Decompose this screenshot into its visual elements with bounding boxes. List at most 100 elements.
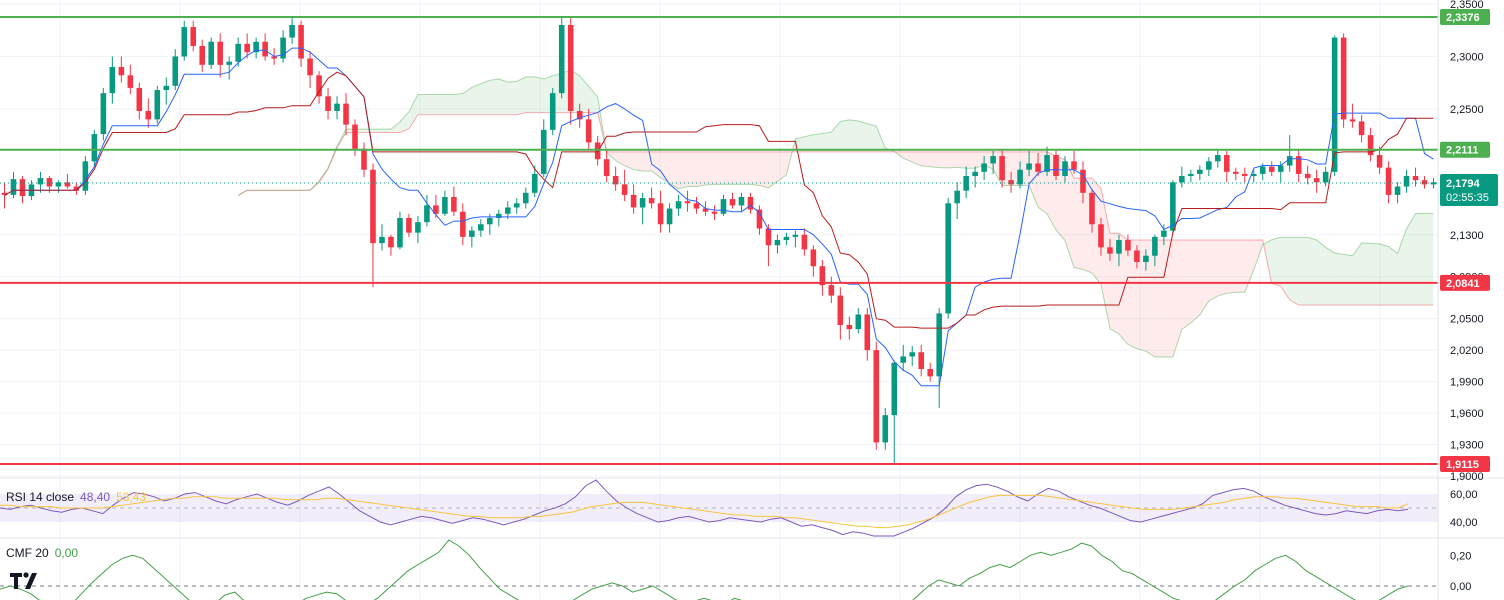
cloud-segment	[498, 78, 508, 115]
cloud-segment	[1208, 240, 1218, 302]
cmf-tick-label: 0,20	[1450, 550, 1471, 562]
cloud-segment	[669, 151, 679, 189]
candle-body	[361, 148, 367, 170]
candle-body	[1053, 155, 1059, 177]
candle-body	[1376, 155, 1383, 168]
y-tick-label: 2,3000	[1450, 51, 1484, 63]
candle-body	[900, 356, 907, 363]
cloud-segment	[1029, 151, 1039, 208]
candle-body	[747, 196, 754, 210]
candle-body	[954, 190, 960, 204]
cloud-segment	[849, 119, 859, 152]
cloud-segment	[1163, 240, 1173, 357]
candle-body	[82, 161, 89, 191]
cloud-segment	[957, 151, 967, 169]
candle-body	[1008, 180, 1014, 185]
candle-body	[594, 142, 601, 160]
candle-body	[990, 156, 996, 164]
rsi-value: 48,40	[80, 490, 111, 504]
candle-body	[46, 178, 53, 187]
cloud-segment	[319, 167, 329, 183]
cloud-segment	[876, 126, 886, 152]
candle-body	[1394, 186, 1401, 195]
cloud-segment	[939, 151, 949, 168]
candle-body	[433, 205, 439, 214]
cloud-segment	[633, 151, 643, 172]
cloud-segment	[1343, 254, 1353, 306]
candle-body	[1232, 171, 1239, 174]
candle-body	[693, 203, 700, 209]
cloud-segment	[759, 151, 769, 188]
cloud-segment	[390, 122, 400, 133]
cloud-segment	[1127, 240, 1137, 349]
candle-body	[522, 192, 529, 204]
candle-body	[729, 199, 736, 206]
candle-body	[657, 203, 664, 225]
cmf-title: CMF 20	[6, 546, 49, 560]
rsi-tick-label: 60,00	[1450, 489, 1478, 501]
cloud-segment	[1244, 240, 1254, 293]
cloud-segment	[1424, 213, 1434, 306]
candle-body	[567, 24, 574, 111]
rsi-legend[interactable]: RSI 14 close 48,40 53,43	[6, 490, 146, 504]
cloud-segment	[1361, 242, 1371, 306]
candle-body	[1143, 255, 1149, 263]
cloud-segment	[363, 129, 373, 133]
candle-body	[612, 176, 619, 185]
cmf-legend[interactable]: CMF 20 0,00	[6, 546, 78, 560]
candle-body	[1331, 37, 1338, 172]
cloud-segment	[1334, 253, 1344, 306]
candle-body	[684, 201, 691, 204]
y-tick-label: 1,9900	[1450, 377, 1484, 389]
candle-body	[1152, 236, 1158, 256]
candle-body	[1188, 173, 1194, 177]
candle-body	[558, 24, 565, 94]
candle-body	[765, 228, 772, 246]
cloud-segment	[831, 121, 841, 152]
cloud-segment	[840, 119, 850, 152]
cloud-segment	[912, 151, 922, 166]
candle-body	[1206, 161, 1212, 170]
rsi-line	[0, 479, 1409, 537]
cloud-segment	[525, 76, 535, 113]
candle-body	[1421, 180, 1428, 185]
candle-body	[1044, 155, 1050, 172]
candle-body	[1295, 156, 1302, 174]
candle-body	[981, 163, 987, 172]
cloud-segment	[750, 151, 760, 186]
candle-body	[19, 179, 26, 196]
candle-body	[774, 240, 781, 246]
candle-body	[846, 324, 853, 330]
candle-body	[100, 93, 107, 135]
candle-body	[325, 96, 331, 111]
candle-body	[855, 314, 862, 330]
candle-body	[819, 266, 826, 286]
y-tick-label: 2,0200	[1450, 345, 1484, 357]
level-price-label: 2,3376	[1446, 12, 1480, 24]
candle-body	[1170, 182, 1176, 231]
cloud-segment	[966, 151, 976, 169]
candle-body	[217, 41, 223, 65]
candle-body	[1268, 166, 1275, 172]
candle-body	[711, 211, 718, 214]
cloud-segment	[1065, 159, 1075, 268]
candle-body	[1313, 178, 1320, 183]
rsi-ma-value: 53,43	[116, 490, 147, 504]
candle-body	[451, 196, 457, 212]
candle-body	[1385, 167, 1392, 195]
candle-body	[918, 352, 925, 370]
cloud-segment	[1253, 240, 1263, 270]
candle-body	[244, 43, 250, 53]
level-price-label: 2,0841	[1446, 278, 1480, 290]
cloud-segment	[372, 129, 382, 133]
cmf-pane: 0,20 0,00	[0, 537, 1504, 600]
cmf-value: 0,00	[54, 546, 79, 560]
price-axis[interactable]: 2,35002,30002,25002,13002,09002,05002,02…	[1437, 0, 1498, 600]
cloud-segment	[615, 151, 625, 166]
candle-body	[1134, 250, 1140, 263]
cloud-segment	[1280, 237, 1290, 300]
candle-body	[585, 119, 592, 143]
candle-body	[460, 211, 466, 237]
cmf-tick-label: 0,00	[1450, 581, 1471, 593]
